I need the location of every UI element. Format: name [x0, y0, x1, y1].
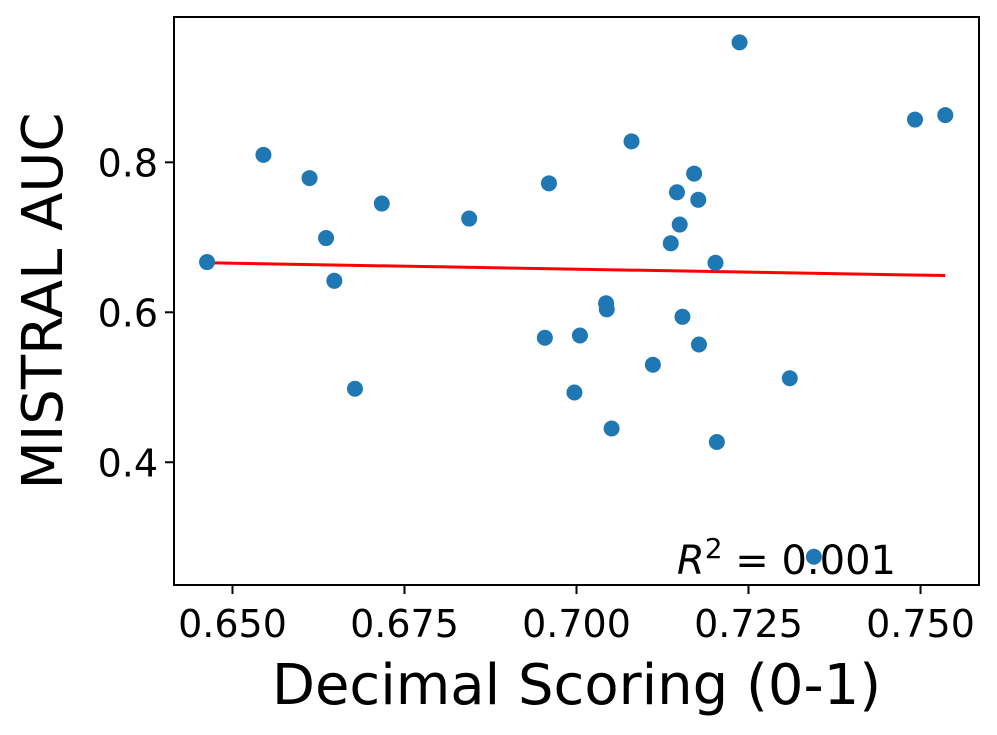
data-point [566, 384, 583, 401]
data-point [707, 254, 724, 271]
data-point [318, 230, 335, 247]
data-point [199, 254, 216, 271]
data-point [255, 146, 272, 163]
data-point [671, 216, 688, 233]
data-point [326, 272, 343, 289]
data-point [690, 336, 707, 353]
data-point [781, 370, 798, 387]
data-point [668, 184, 685, 201]
data-point [461, 210, 478, 227]
r-squared-value: = 0.001 [723, 538, 896, 584]
y-tick-label: 0.4 [98, 441, 158, 485]
y-axis: 0.4 0.6 0.8 [98, 141, 174, 485]
data-point [536, 329, 553, 346]
data-point [571, 327, 588, 344]
y-axis-label: MISTRAL AUC [11, 113, 76, 490]
data-point [623, 133, 640, 150]
x-tick-label: 0.700 [522, 602, 631, 646]
y-tick-label: 0.6 [98, 291, 158, 335]
data-point [708, 434, 725, 451]
x-tick-label: 0.650 [178, 602, 287, 646]
y-tick-label: 0.8 [98, 141, 158, 185]
data-point [686, 165, 703, 182]
fit-line-layer [206, 261, 946, 278]
data-point [907, 111, 924, 128]
r-squared-exponent: 2 [705, 532, 723, 565]
data-point [674, 308, 691, 325]
x-tick-label: 0.750 [866, 602, 975, 646]
x-axis: 0.650 0.675 0.700 0.725 0.750 [178, 585, 975, 646]
r-squared-symbol: R [677, 538, 705, 584]
regression-line [206, 261, 946, 278]
data-point [805, 548, 822, 565]
data-point [731, 34, 748, 51]
data-point [662, 235, 679, 252]
data-point [937, 107, 954, 124]
plot-frame [173, 16, 980, 586]
data-point [373, 195, 390, 212]
data-point [346, 380, 363, 397]
data-point [603, 420, 620, 437]
x-tick-label: 0.725 [694, 602, 803, 646]
data-point [644, 356, 661, 373]
data-point [598, 301, 615, 318]
data-point [690, 191, 707, 208]
r-squared-annotation: R2 = 0.001 [677, 532, 896, 584]
x-tick-label: 0.675 [350, 602, 459, 646]
data-point [540, 175, 557, 192]
points-layer [199, 34, 954, 565]
x-axis-label: Decimal Scoring (0-1) [272, 653, 881, 718]
data-point [301, 170, 318, 187]
